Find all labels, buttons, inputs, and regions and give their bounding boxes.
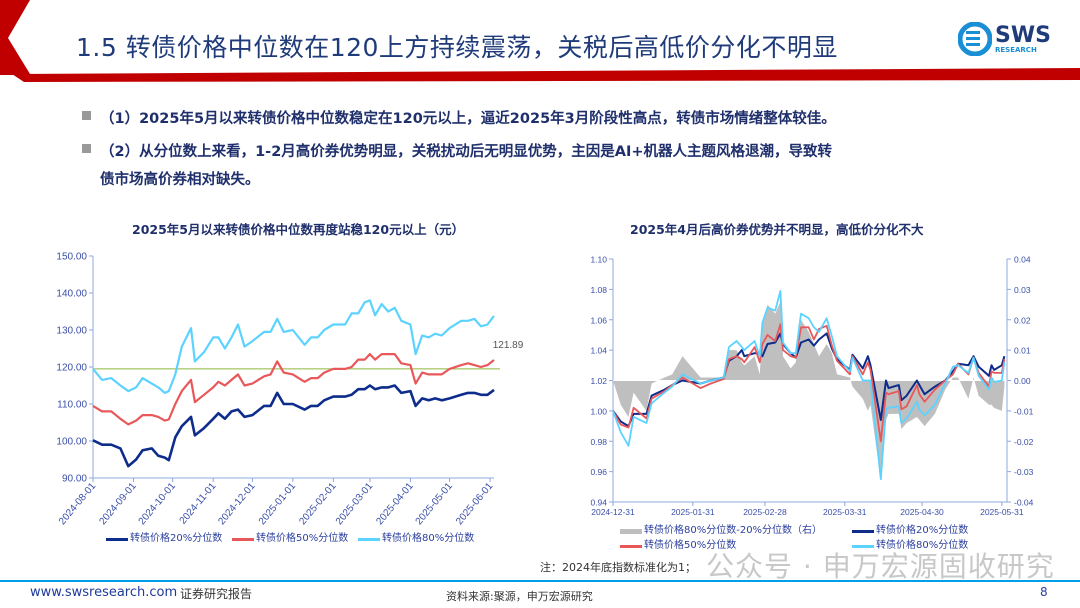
series-line-转债价格80%分位数 [612,289,1006,481]
series-line-转债价格20%分位数 [92,384,495,468]
left-chart-title: 2025年5月以来转债价格中位数再度站稳120元以上（元） [132,222,465,237]
y-tick-label: 1.02 [590,376,607,386]
x-tick-label: 2025-04-01 [374,481,416,528]
x-tick-label: 2024-12-31 [591,507,635,517]
x-tick-label: 2024-11-01 [178,481,219,527]
y2-tick-label: 0.02 [1014,315,1031,325]
y2-tick-label: -0.01 [1014,406,1034,416]
legend-swatch [620,544,642,548]
legend-item-20: 转债价格20%分位数 [852,525,968,537]
legend-item-50: 转债价格50%分位数 [232,533,348,545]
series-area-spread [613,301,1005,481]
legend-swatch [852,529,874,533]
y-tick-label: 1.08 [590,285,607,295]
logo-globe-icon [958,22,992,56]
x-tick-label: 2025-03-31 [823,507,867,517]
footer-source: 资料来源:聚源，申万宏源研究 [446,590,593,603]
legend-swatch [852,544,874,548]
legend-label: 转债价格20%分位数 [130,533,223,544]
footer-divider [0,580,1080,582]
y-tick-label: 1.04 [590,346,607,356]
page-title: 1.5 转债价格中位数在120上方持续震荡，关税后高低价分化不明显 [76,33,838,62]
chart-note: 注：2024年底指数标准化为1； [540,561,696,574]
x-tick-label: 2025-06-01 [454,481,496,528]
legend-item-20: 转债价格20%分位数 [106,533,222,545]
legend-label: 转债价格50%分位数 [256,533,349,544]
y2-tick-label: -0.04 [1014,498,1034,508]
y-tick-label: 120.00 [56,363,87,374]
y-tick-label: 130.00 [56,326,87,337]
x-tick-label: 2025-02-28 [743,507,787,517]
x-tick-label: 2024-12-01 [216,481,258,528]
logo-subtext: RESEARCH [995,45,1037,54]
y-tick-label: 0.94 [590,498,607,508]
x-tick-label: 2025-03-01 [334,481,376,528]
data-label-121-89: 121.89 [493,340,524,351]
legend-item-50: 转债价格50%分位数 [620,540,736,552]
bullet-text-2-line2: 债市场高价券相对缺失。 [100,172,260,188]
legend-item-80: 转债价格80%分位数 [358,533,474,545]
logo-text: SWS [995,22,1051,48]
page-number: 8 [1040,585,1048,599]
bullet-text-2-line1: （2）从分位数上来看，1-2月高价券优势明显，关税扰动后无明显优势，主因是AI+… [100,144,833,160]
y-tick-label: 0.98 [590,437,607,447]
y2-tick-label: -0.03 [1014,467,1034,477]
y-tick-label: 110.00 [57,400,87,411]
x-tick-label: 2025-05-31 [980,507,1024,517]
header-decoration [0,0,1080,82]
bullet-marker [82,144,91,153]
x-tick-label: 2024-08-01 [57,481,99,528]
bullet-text-1: （1）2025年5月以来转债价格中位数稳定在120元以上，逼近2025年3月阶段… [100,111,836,127]
legend-item-spread: 转债价格80%分位数-20%分位数（右） [620,525,822,537]
header-chevron-gap [8,0,48,74]
y2-tick-label: 0.03 [1014,285,1031,295]
right-chart-title: 2025年4月后高价券优势并不明显，高低价分化不大 [630,222,924,237]
legend-swatch [232,537,254,541]
x-tick-label: 2024-09-01 [97,481,139,528]
legend-label: 转债价格20%分位数 [876,525,969,536]
footer-website-link[interactable]: www.swsresearch.com [30,585,178,600]
y2-tick-label: 0.04 [1014,255,1031,265]
y-tick-label: 1.06 [590,315,607,325]
series-line-转债价格50%分位数 [612,323,1006,443]
series-line-转债价格50%分位数 [92,353,495,426]
y-tick-label: 0.96 [590,467,607,477]
x-tick-label: 2025-05-01 [414,481,456,528]
bullet-marker [82,111,91,120]
x-tick-label: 2024-10-01 [137,481,179,528]
footer-report-type: 证券研究报告 [180,587,253,601]
series-line-转债价格80%分位数 [92,299,495,394]
legend-item-80: 转债价格80%分位数 [852,540,968,552]
x-tick-label: 2025-01-31 [671,507,715,517]
watermark: 公众号 · 申万宏源固收研究 [706,550,1055,583]
y-tick-label: 100.00 [56,437,87,448]
y2-tick-label: 0.01 [1014,346,1031,356]
x-tick-label: 2025-01-01 [257,481,299,528]
y2-tick-label: 0.00 [1014,376,1031,386]
y-tick-label: 140.00 [56,289,87,300]
y-tick-label: 90.00 [62,474,87,485]
legend-label: 转债价格80%分位数 [382,533,475,544]
sws-logo: SWS RESEARCH [958,22,1051,56]
y-tick-label: 1.00 [590,406,607,416]
legend-swatch [358,537,380,541]
legend-swatch [620,528,642,534]
y-tick-label: 150.00 [56,252,87,263]
x-tick-label: 2025-04-30 [900,507,944,517]
header-red-bar [12,68,1080,82]
y2-tick-label: -0.02 [1014,437,1034,447]
legend-label: 转债价格50%分位数 [644,540,737,551]
legend-label: 转债价格80%分位数-20%分位数（右） [644,525,823,536]
legend-label: 转债价格80%分位数 [876,540,969,551]
y-tick-label: 1.10 [590,255,607,265]
legend-swatch [106,537,128,541]
